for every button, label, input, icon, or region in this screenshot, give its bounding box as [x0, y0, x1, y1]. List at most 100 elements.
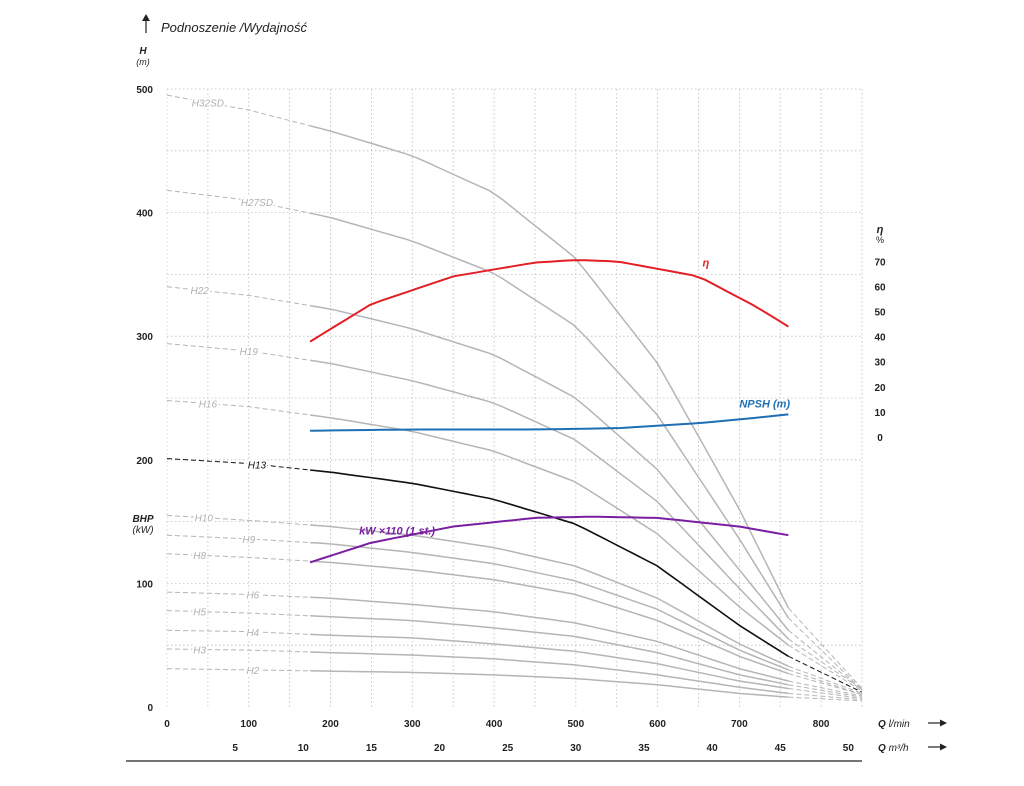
y-tick-label: 500 — [136, 85, 153, 96]
h-curve-h6-dashed-left — [166, 591, 311, 598]
eta-axis-unit: % — [876, 235, 884, 245]
h-curve-h3-dashed-left — [166, 648, 311, 653]
series-eta-line — [309, 259, 789, 343]
h-curve-h2-dashed-right — [788, 696, 863, 702]
x2-tick-label: 30 — [570, 743, 582, 754]
x-axis-unit: l/min — [889, 719, 911, 730]
x2-tick-label: 10 — [298, 743, 310, 754]
bhp-axis-unit: (kW) — [132, 525, 153, 536]
x-tick-label: 200 — [322, 719, 339, 730]
chart-title: Podnoszenie /Wydajność — [161, 20, 307, 35]
h-curve-label: H32SD — [192, 99, 224, 110]
h-curve-h10 — [310, 524, 789, 667]
x-tick-label: 300 — [404, 719, 421, 730]
eta-tick-label: 20 — [874, 383, 886, 394]
h-curve-h9-dashed-right — [788, 669, 863, 696]
h-curve-h10-dashed-right — [788, 665, 863, 694]
h-curve-h16-dashed-right — [788, 644, 863, 692]
y-tick-label: 300 — [136, 332, 153, 343]
h-curve-label: H8 — [193, 551, 206, 562]
eta-tick-label: 30 — [874, 358, 886, 369]
h-curve-h32sd — [309, 125, 790, 609]
x2-axis-arrowhead-icon — [940, 743, 947, 751]
x2-tick-label: 45 — [775, 743, 787, 754]
h-curve-h8-dashed-left — [166, 553, 311, 562]
h-curve-h2 — [310, 670, 789, 698]
h-curve-h16-dashed-left — [166, 400, 311, 416]
x-tick-label: 700 — [731, 719, 748, 730]
h-curve-label: H3 — [193, 645, 206, 656]
series-npsh-label: NPSH (m) — [739, 398, 790, 410]
h-curve-h19-dashed-left — [166, 343, 311, 361]
series-eta-label: η — [703, 258, 710, 270]
h-curve-h2-dashed-left — [167, 668, 311, 672]
h-curve-h27sd — [309, 212, 790, 619]
y-tick-label: 0 — [147, 703, 153, 714]
h-curve-label: H13 — [248, 460, 267, 471]
h-curves — [166, 94, 863, 702]
x2-tick-label: 40 — [707, 743, 719, 754]
h-curve-h27sd-dashed-right — [788, 617, 863, 691]
h-curve-h9-dashed-left — [166, 534, 311, 544]
h-curve-h3 — [310, 651, 789, 695]
h-curve-h8 — [310, 560, 789, 675]
h-curve-h6-dashed-right — [788, 680, 863, 697]
h-curve-h19-dashed-right — [788, 638, 863, 691]
x2-tick-label: 5 — [232, 743, 238, 754]
series-kw-line — [309, 515, 789, 564]
x-tick-label: 500 — [567, 719, 584, 730]
h-curve-h27sd-dashed-left — [166, 189, 311, 214]
h-curve-h4-dashed-left — [167, 629, 311, 635]
h-curve-h6 — [310, 596, 789, 682]
h-curve-label: H22 — [191, 286, 210, 297]
x-tick-label: 0 — [164, 719, 170, 730]
h-curve-label: H6 — [246, 591, 259, 602]
h-curve-h4 — [310, 633, 789, 690]
h-curve-h22-dashed-right — [788, 630, 863, 691]
x-axis-arrowhead-icon — [940, 719, 947, 727]
h-curve-h13-dashed-right — [788, 655, 863, 693]
x-tick-label: 800 — [813, 719, 830, 730]
h-curve-label: H5 — [193, 608, 206, 619]
bhp-axis-label: BHP — [132, 514, 153, 525]
x-tick-label: 400 — [486, 719, 503, 730]
h-curve-label: H27SD — [241, 198, 273, 209]
h-curve-h5-dashed-right — [788, 684, 863, 698]
h-curve-h10-dashed-left — [166, 514, 311, 526]
y-tick-label: 200 — [136, 456, 153, 467]
eta-tick-label: 50 — [874, 308, 886, 319]
x2-tick-label: 15 — [366, 743, 378, 754]
h-curve-h9 — [310, 541, 789, 671]
h-curve-h4-dashed-right — [788, 688, 863, 699]
x-tick-label: 100 — [240, 719, 257, 730]
h-curve-label: H19 — [240, 347, 259, 358]
h-curve-h19 — [309, 359, 789, 640]
x-tick-label: 600 — [649, 719, 666, 730]
h-curve-h16 — [310, 414, 789, 646]
h-curve-label: H16 — [199, 400, 218, 411]
chart-text: 0 100 200 300 400 500 0 100 200 300 400 500 600 700 80… — [132, 20, 910, 754]
eta-tick-label: 70 — [874, 257, 886, 268]
eta-tick-label: 40 — [874, 333, 886, 344]
x2-tick-label: 25 — [502, 743, 514, 754]
x2-tick-label: 50 — [843, 743, 855, 754]
x2-tick-label: 20 — [434, 743, 446, 754]
h-curve-h5 — [310, 615, 789, 686]
h-curve-h13-dashed-left — [166, 458, 311, 471]
y-tick-label: 400 — [136, 209, 153, 220]
eta-tick-label: 10 — [874, 408, 886, 419]
h-curve-h3-dashed-right — [788, 692, 863, 701]
y-axis-label: H — [139, 46, 147, 57]
h-curve-label: H9 — [242, 535, 255, 546]
title-arrowhead-icon — [142, 14, 150, 21]
series-npsh-line — [310, 413, 789, 432]
h-curve-h32sd-dashed-right — [788, 607, 863, 689]
y-tick-label: 100 — [136, 579, 153, 590]
x-axis-label: Q l/min — [878, 719, 910, 730]
x2-axis-label: Q m³/h — [878, 743, 909, 754]
eta-axis-label: η — [877, 224, 884, 236]
axes — [126, 14, 947, 762]
h-curve-label: H10 — [195, 514, 214, 525]
series — [309, 259, 789, 564]
